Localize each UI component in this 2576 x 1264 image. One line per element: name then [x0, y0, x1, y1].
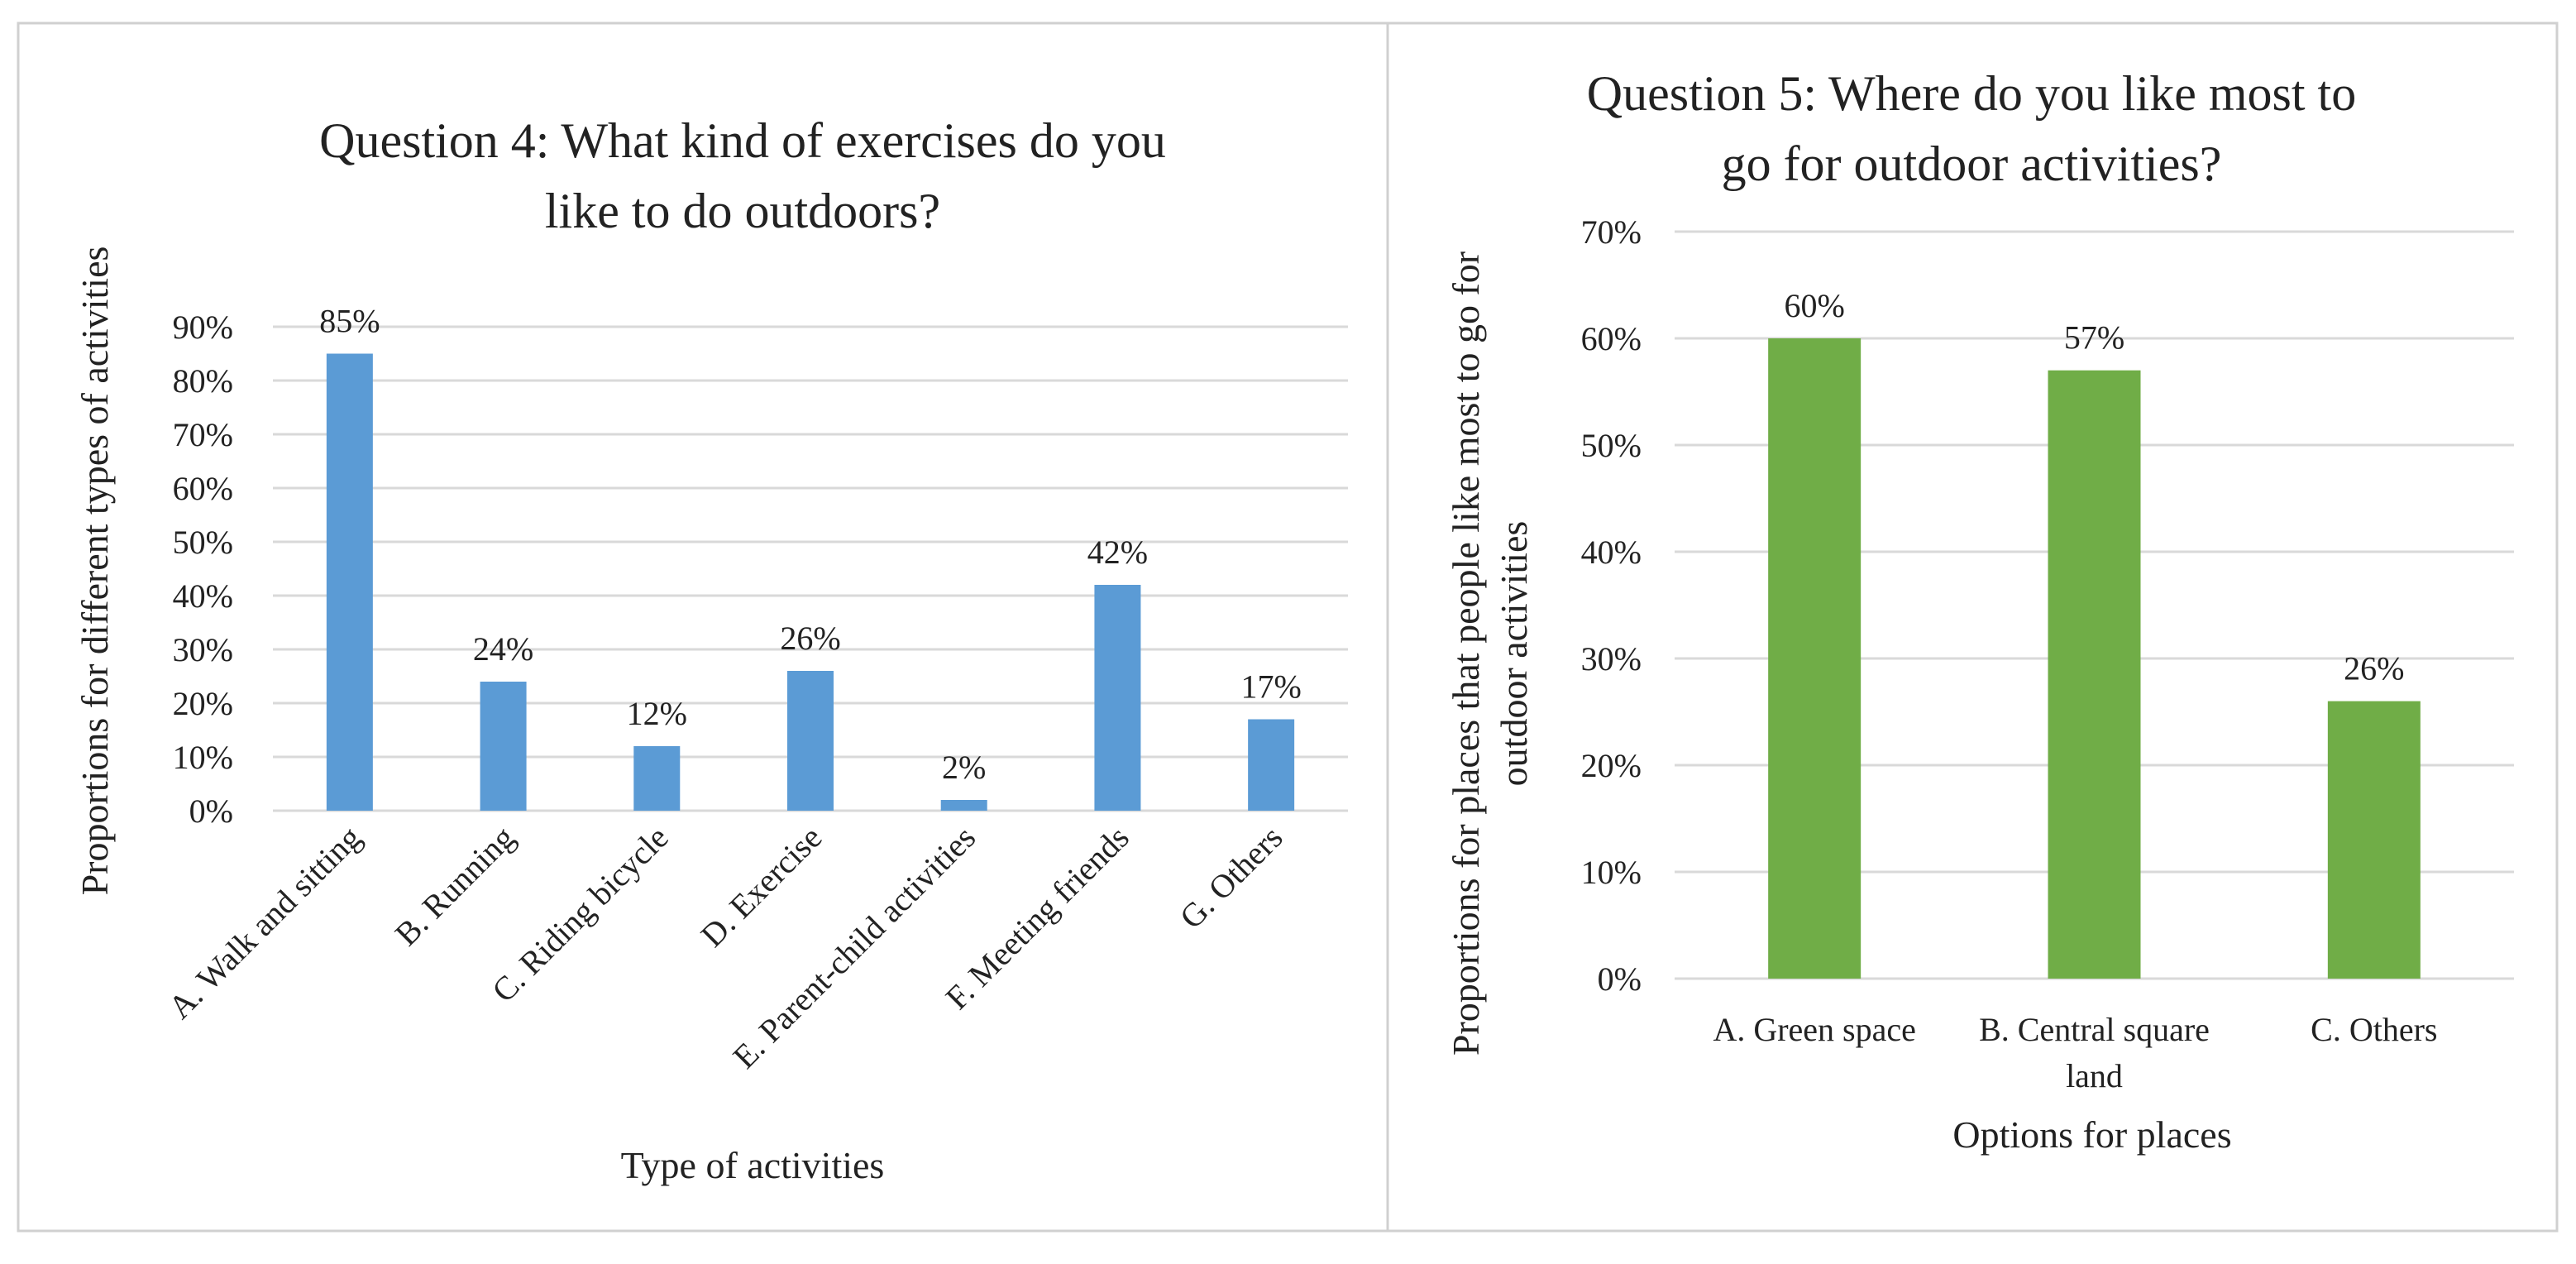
- chart2-y-tick-label: 70%: [1581, 213, 1642, 251]
- chart2-y-tick-label: 0%: [1598, 960, 1642, 998]
- chart2-bar: [2327, 701, 2421, 979]
- chart1-y-tick-label: 60%: [173, 470, 233, 507]
- chart1-data-label: 12%: [627, 695, 687, 732]
- chart1-title-line2: like to do outdoors?: [545, 184, 940, 238]
- chart1-category-label: B. Running: [388, 819, 522, 953]
- chart1-y-tick-label: 40%: [173, 577, 233, 615]
- chart1-data-label: 26%: [780, 620, 840, 657]
- chart1-data-label: 17%: [1240, 668, 1301, 706]
- chart2-title-line2: go for outdoor activities?: [1722, 136, 2222, 191]
- chart1-y-ticks: 0% 10% 20% 30% 40% 50% 60% 70% 80% 90%: [173, 309, 233, 830]
- chart2-y-ticks: 0% 10% 20% 30% 40% 50% 60% 70%: [1581, 213, 1642, 998]
- chart2-data-label: 26%: [2344, 650, 2404, 687]
- chart1-y-tick-label: 20%: [173, 685, 233, 722]
- chart1-y-tick-label: 90%: [173, 309, 233, 346]
- chart2-x-axis-title: Options for places: [1952, 1113, 2231, 1156]
- chart2-bar: [1768, 338, 1862, 979]
- chart1-x-axis-title: Type of activities: [621, 1144, 885, 1186]
- chart1-data-label: 24%: [473, 630, 533, 668]
- chart2-category-labels: A. Green space B. Central square land C. Ot…: [1713, 1011, 2437, 1094]
- chart1-y-axis-title: Proportions for different types of activ…: [74, 247, 116, 896]
- chart2-y-tick-label: 30%: [1581, 640, 1642, 677]
- chart2-y-tick-label: 60%: [1581, 320, 1642, 357]
- chart1-bar: [940, 800, 987, 811]
- chart1-category-label: D. Exercise: [694, 819, 829, 955]
- chart-question-4: Question 4: What kind of exercises do yo…: [74, 113, 1348, 1186]
- chart2-category-label: B. Central square: [1979, 1011, 2210, 1048]
- chart1-bar: [480, 682, 527, 811]
- chart1-data-label: 85%: [319, 303, 380, 340]
- chart2-data-label: 60%: [1785, 287, 1845, 324]
- chart2-y-tick-label: 50%: [1581, 427, 1642, 464]
- chart1-gridlines: [273, 325, 1348, 812]
- chart2-y-axis-title-line2: outdoor activities: [1493, 521, 1535, 787]
- chart2-y-tick-label: 20%: [1581, 747, 1642, 784]
- chart1-bar: [326, 353, 373, 811]
- chart2-bar: [2048, 370, 2141, 979]
- chart1-data-labels: 85% 24% 12% 26% 2% 42% 17%: [319, 303, 1302, 787]
- chart1-y-tick-label: 30%: [173, 631, 233, 668]
- chart2-data-labels: 60% 57% 26%: [1785, 287, 2405, 687]
- chart1-bars: [326, 353, 1295, 811]
- chart2-data-label: 57%: [2064, 319, 2124, 357]
- chart1-title-line1: Question 4: What kind of exercises do yo…: [319, 113, 1166, 168]
- chart2-y-axis-title-line1: Proportions for places that people like …: [1445, 251, 1487, 1056]
- chart1-y-tick-label: 50%: [173, 524, 233, 561]
- chart1-data-label: 2%: [942, 749, 986, 786]
- chart-question-5: Question 5: Where do you like most to go…: [1445, 66, 2514, 1156]
- chart1-y-tick-label: 80%: [173, 362, 233, 400]
- chart1-bar: [787, 671, 834, 811]
- chart1-category-label: G. Others: [1173, 819, 1290, 936]
- chart1-bar: [1094, 585, 1141, 811]
- chart1-y-tick-label: 10%: [173, 739, 233, 776]
- figure-border: [17, 22, 2559, 1233]
- chart1-bar: [1248, 719, 1295, 811]
- chart2-title-line1: Question 5: Where do you like most to: [1587, 66, 2356, 121]
- chart2-category-label: A. Green space: [1713, 1011, 1915, 1048]
- chart2-y-tick-label: 10%: [1581, 854, 1642, 891]
- chart1-category-label: A. Walk and sitting: [161, 819, 369, 1027]
- chart2-y-tick-label: 40%: [1581, 534, 1642, 571]
- chart2-category-label: C. Others: [2311, 1011, 2437, 1048]
- chart1-y-tick-label: 0%: [189, 792, 233, 830]
- chart2-bars: [1768, 338, 2421, 979]
- chart1-data-label: 42%: [1087, 534, 1148, 571]
- chart1-y-tick-label: 70%: [173, 416, 233, 453]
- chart2-category-label: land: [2066, 1057, 2123, 1094]
- chart1-bar: [633, 746, 681, 811]
